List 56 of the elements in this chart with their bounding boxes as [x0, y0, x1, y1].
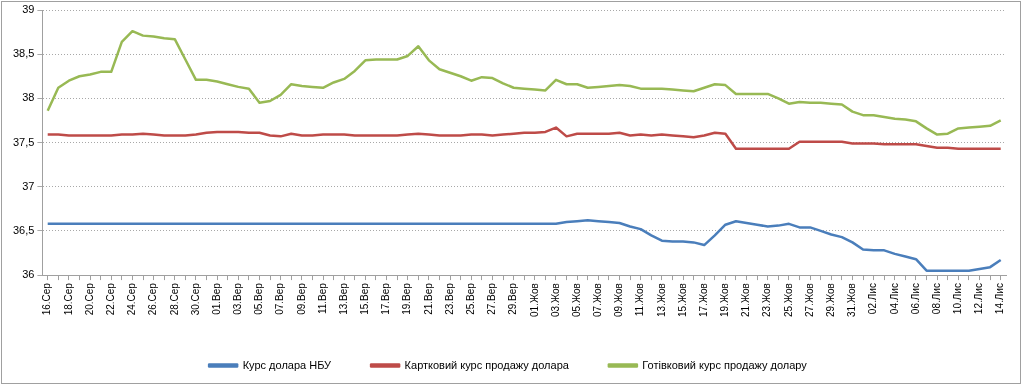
- x-tick-label: 11.Жов: [634, 283, 646, 317]
- x-tick-label: 15.Вер: [359, 282, 371, 315]
- x-tick-label: 12.Лис: [973, 283, 985, 315]
- x-tick-label: 29.Вер: [507, 282, 519, 315]
- x-tick-label: 14.Лис: [994, 283, 1006, 315]
- x-tick-label: 05.Вер: [253, 282, 265, 315]
- x-tick-label: 23.Жов: [761, 283, 773, 318]
- x-tick-label: 10.Лис: [952, 283, 964, 315]
- legend-label: Курс долара НБУ: [242, 358, 333, 371]
- x-tick-label: 09.Жов: [613, 283, 625, 318]
- x-tick-label: 13.Жов: [655, 283, 667, 318]
- y-tick-label: 39: [22, 3, 35, 16]
- y-tick-label: 36,5: [12, 223, 35, 236]
- x-tick-label: 27.Вер: [486, 282, 498, 315]
- x-tick-label: 25.Жов: [782, 283, 794, 318]
- y-tick-label: 38: [22, 91, 35, 104]
- x-tick-label: 07.Вер: [274, 282, 286, 315]
- legend-label: Готівковий курс продажу долару: [642, 358, 808, 371]
- x-tick-label: 26.Сер: [147, 282, 159, 316]
- x-tick-label: 03.Вер: [232, 282, 244, 315]
- x-tick-label: 11.Вер: [316, 282, 328, 315]
- x-tick-label: 24.Сер: [126, 282, 138, 316]
- x-tick-label: 07.Жов: [592, 283, 604, 318]
- x-tick-label: 31.Жов: [846, 283, 858, 318]
- x-tick-label: 15.Жов: [676, 283, 688, 318]
- x-tick-label: 16.Сер: [41, 282, 53, 316]
- x-tick-label: 28.Сер: [168, 282, 180, 316]
- x-tick-label: 21.Жов: [740, 283, 752, 318]
- x-tick-label: 08.Лис: [930, 283, 942, 315]
- y-tick-label: 37: [22, 179, 35, 192]
- x-tick-label: 13.Вер: [337, 282, 349, 315]
- y-tick-label: 37,5: [12, 135, 35, 148]
- x-tick-label: 02.Лис: [867, 283, 879, 315]
- x-tick-label: 19.Жов: [719, 283, 731, 318]
- x-tick-label: 18.Сер: [62, 282, 74, 316]
- x-tick-label: 01.Вер: [210, 282, 222, 315]
- x-tick-label: 09.Вер: [295, 282, 307, 315]
- y-tick-label: 38,5: [12, 47, 35, 60]
- x-tick-label: 30.Сер: [189, 282, 201, 316]
- x-tick-label: 29.Жов: [825, 283, 837, 318]
- x-tick-label: 03.Жов: [549, 283, 561, 318]
- x-tick-label: 01.Жов: [528, 283, 540, 318]
- x-tick-label: 21.Вер: [422, 282, 434, 315]
- x-tick-label: 23.Вер: [443, 282, 455, 315]
- x-tick-label: 06.Лис: [909, 283, 921, 315]
- legend-label: Картковий курс продажу долара: [404, 358, 570, 371]
- x-tick-label: 22.Сер: [104, 282, 116, 316]
- x-tick-label: 04.Лис: [888, 283, 900, 315]
- x-tick-label: 25.Вер: [465, 282, 477, 315]
- x-tick-label: 17.Вер: [380, 282, 392, 315]
- x-tick-label: 20.Сер: [83, 282, 95, 316]
- x-tick-label: 17.Жов: [697, 283, 709, 318]
- x-tick-label: 05.Жов: [570, 283, 582, 318]
- x-tick-label: 27.Жов: [803, 283, 815, 318]
- x-tick-label: 19.Вер: [401, 282, 413, 315]
- y-tick-label: 36: [22, 268, 35, 281]
